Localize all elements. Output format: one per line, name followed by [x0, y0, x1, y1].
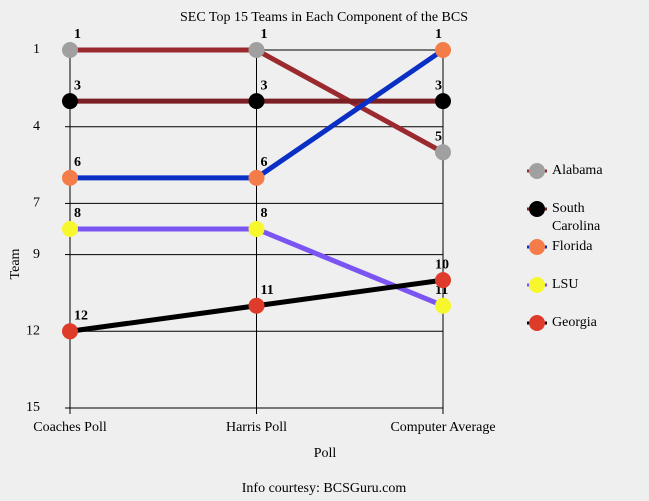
data-label: 3 — [261, 78, 268, 93]
chart-title: SEC Top 15 Teams in Each Component of th… — [180, 10, 468, 25]
legend-label: Florida — [552, 239, 593, 254]
legend-label: Alabama — [552, 163, 603, 178]
point — [435, 297, 451, 314]
point — [62, 169, 78, 186]
data-label: 3 — [74, 78, 81, 93]
point — [62, 323, 78, 340]
legend-label: Georgia — [552, 315, 597, 330]
point — [435, 42, 451, 58]
data-label: 8 — [261, 206, 268, 221]
point — [248, 93, 265, 110]
point — [248, 221, 265, 237]
y-tick-label: 9 — [33, 247, 40, 262]
data-label: 12 — [74, 309, 88, 324]
data-label: 11 — [261, 283, 274, 298]
data-label: 5 — [435, 130, 442, 145]
legend-label: South Carolina — [552, 201, 601, 234]
point — [248, 297, 265, 314]
data-label: 1 — [261, 27, 268, 42]
x-tick-label: Harris Poll — [226, 420, 287, 435]
data-label: 6 — [74, 155, 81, 170]
legend-marker — [529, 277, 545, 293]
legend-marker — [529, 315, 545, 331]
point — [435, 93, 451, 110]
y-tick-label: 12 — [26, 324, 40, 339]
y-tick-label: 4 — [33, 119, 40, 134]
point — [62, 93, 78, 110]
x-tick-label: Coaches Poll — [33, 420, 107, 435]
point — [248, 169, 265, 186]
data-label: 6 — [261, 155, 268, 170]
point — [248, 42, 265, 58]
data-label: 3 — [435, 78, 442, 93]
legend-marker — [529, 201, 545, 217]
legend-marker — [529, 239, 545, 255]
data-label: 1 — [435, 27, 442, 42]
data-label: 10 — [435, 257, 449, 272]
x-axis-label: Poll — [314, 446, 337, 461]
legend-label: LSU — [552, 277, 579, 292]
x-tick-label: Computer Average — [390, 420, 495, 435]
point — [62, 221, 78, 237]
y-axis-label: Team — [8, 248, 23, 279]
point — [62, 42, 78, 58]
legend-marker — [529, 163, 545, 179]
data-label: 8 — [74, 206, 81, 221]
point — [435, 144, 451, 161]
point — [435, 272, 451, 289]
data-label: 1 — [74, 27, 81, 42]
y-tick-label: 15 — [26, 400, 40, 415]
y-tick-label: 7 — [33, 196, 40, 211]
y-tick-label: 1 — [33, 42, 40, 57]
note: Info courtesy: BCSGuru.com — [242, 481, 407, 496]
